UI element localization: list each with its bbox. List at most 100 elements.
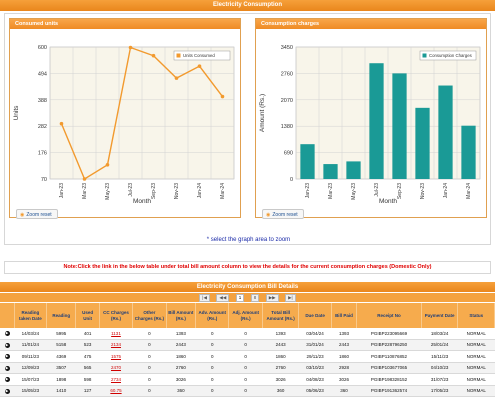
column-header: Used Unit: [75, 303, 100, 328]
y-tick-label: 388: [38, 98, 47, 104]
cc-charges-link[interactable]: 60.75: [99, 385, 133, 397]
cc-charges-link[interactable]: 2470: [99, 362, 133, 374]
table-header-row: Reading taken Date Reading Used Unit CC Cha…: [0, 303, 495, 328]
expand-row-cell[interactable]: ▶: [0, 385, 15, 397]
table-cell: 3026: [331, 373, 357, 386]
table-cell: 4369: [46, 350, 76, 363]
charges-chart-panel: Consumption charges 0 690 1380 2070 2760 3450…: [255, 18, 487, 219]
table-cell: 0: [132, 385, 167, 397]
bar: [461, 125, 476, 179]
data-point: [197, 64, 202, 68]
table-cell: 0: [228, 339, 263, 351]
expand-row-cell[interactable]: ▶: [0, 328, 15, 340]
page-title-bar: Electricity Consumption: [0, 0, 495, 11]
charges-bar-chart[interactable]: 0 690 1380 2070 2760 3450 Jan-23 Mar-23 May-23 Ju…: [256, 29, 486, 207]
table-cell: 29/11/23: [298, 350, 332, 363]
last-page-button[interactable]: ▶|: [285, 294, 296, 302]
table-cell: 2443: [166, 339, 196, 351]
x-tick-label: Jul-23: [128, 183, 134, 197]
table-cell: 598: [75, 373, 100, 386]
table-cell: 15/05/23: [14, 385, 47, 397]
table-cell: 1393: [331, 328, 357, 340]
data-point: [105, 163, 110, 167]
table-cell: 5995: [46, 328, 76, 340]
cc-charges-link[interactable]: 1575: [99, 350, 133, 363]
table-cell: PGIBP198328152: [356, 373, 422, 386]
charges-panel-title: Consumption charges: [256, 19, 486, 29]
expand-arrow-icon[interactable]: ▶: [4, 331, 10, 337]
table-cell: 1860: [331, 350, 357, 363]
first-page-button[interactable]: |◀: [199, 294, 210, 302]
table-cell: PGIBP223095669: [356, 328, 422, 340]
legend-label: Consumption Charges: [429, 53, 472, 58]
page-number-input[interactable]: 1: [235, 294, 245, 302]
column-header: Bill Paid: [331, 303, 358, 328]
x-tick-label: Nov-23: [174, 183, 180, 199]
data-point: [59, 121, 64, 126]
table-cell: 2928: [331, 362, 357, 374]
table-row: ▶ 12/09/23 3507 565 2470 0 2760 0 0 2760 03/10/23 2…: [0, 362, 495, 374]
table-cell: PGIBP228796250: [356, 339, 422, 351]
bar: [415, 107, 430, 179]
expand-row-cell[interactable]: ▶: [0, 373, 15, 386]
table-row: ▶ 11/01/24 5158 523 2134 0 2443 0 0 2443 31/01/24 2…: [0, 339, 495, 351]
expand-arrow-icon[interactable]: ▶: [4, 365, 10, 371]
x-tick-label: Mar-23: [82, 183, 88, 199]
table-cell: 1898: [46, 373, 76, 386]
cc-charges-link[interactable]: 2734: [99, 373, 133, 386]
column-header: Payment Date: [421, 303, 459, 328]
expand-arrow-icon[interactable]: ▶: [4, 377, 10, 383]
units-line-chart[interactable]: 70 176 282 388 494 600 Jan-23 Mar-23 May-23 Jul-2…: [10, 29, 240, 207]
table-cell: 1393: [262, 328, 299, 340]
table-cell: 401: [75, 328, 100, 340]
y-tick-label: 176: [38, 151, 47, 157]
expand-arrow-icon[interactable]: ▶: [4, 354, 10, 360]
column-header: Adj. Amount (Rs.): [228, 303, 263, 328]
legend-box: [173, 50, 231, 61]
table-row: ▶ 15/07/23 1898 598 2734 0 3026 0 0 3026 04/08/23 3…: [0, 373, 495, 386]
column-header: Status: [457, 303, 495, 328]
cc-charges-link[interactable]: 2134: [99, 339, 133, 351]
table-cell: NORMAL: [457, 350, 495, 363]
expand-arrow-icon[interactable]: ▶: [4, 342, 10, 348]
prev-page-button[interactable]: ◀◀: [216, 294, 230, 302]
table-cell: 3507: [46, 362, 76, 374]
table-cell: 0: [228, 350, 263, 363]
table-cell: PGIBP191362574: [356, 385, 422, 397]
next-page-button[interactable]: ▶▶: [265, 294, 279, 302]
expand-row-cell[interactable]: ▶: [0, 350, 15, 363]
column-header: Adv. Amount (Rs.): [195, 303, 230, 328]
y-tick-label: 1380: [281, 124, 293, 130]
page-total: 8: [250, 294, 260, 302]
legend-label: Units Consumed: [183, 53, 215, 58]
y-tick-label: 494: [38, 71, 47, 77]
table-cell: 360: [166, 385, 196, 397]
cc-charges-link[interactable]: 1131: [99, 328, 133, 340]
expand-arrow-icon[interactable]: ▶: [4, 388, 10, 394]
table-cell: 12/09/23: [14, 362, 47, 374]
bar: [438, 85, 453, 179]
zoom-reset-icon: ◉: [20, 212, 25, 218]
legend-swatch: [176, 53, 181, 58]
table-cell: 0: [195, 339, 229, 351]
zoom-reset-button-charges[interactable]: ◉ Zoom reset: [262, 209, 304, 219]
x-axis-label: Month: [133, 198, 151, 205]
table-cell: 05/06/23: [298, 385, 332, 397]
legend-swatch: [422, 53, 427, 58]
expand-row-cell[interactable]: ▶: [0, 339, 15, 351]
bill-note: Note:Click the link in the below table u…: [4, 261, 491, 274]
table-cell: 31/01/24: [298, 339, 332, 351]
series-line: [60, 46, 224, 181]
table-cell: 1860: [262, 350, 299, 363]
zoom-reset-button-units[interactable]: ◉ Zoom reset: [16, 209, 58, 219]
table-cell: 1860: [166, 350, 196, 363]
x-tick-label: May-23: [105, 183, 111, 200]
table-cell: 2443: [262, 339, 299, 351]
bar: [346, 161, 361, 179]
column-header: Bill Amount (Rs.): [166, 303, 197, 328]
bar: [369, 63, 384, 179]
data-point: [220, 94, 225, 99]
y-axis-label: Amount (Rs.): [259, 94, 266, 132]
expand-row-cell[interactable]: ▶: [0, 362, 15, 374]
bar: [392, 73, 407, 179]
